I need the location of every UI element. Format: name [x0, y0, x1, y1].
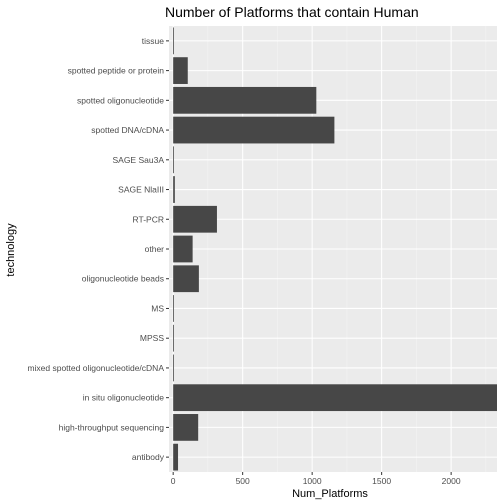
bar-in-situ-oligonucleotide: [173, 384, 497, 412]
x-tick-label: 500: [236, 476, 250, 486]
bar-mpss: [173, 324, 174, 352]
chart-title: Number of Platforms that contain Human: [165, 4, 419, 20]
bar-spotted-peptide-or-protein: [173, 57, 188, 84]
y-axis: antibody high-throughput sequencing in sit…: [27, 36, 169, 462]
bar-sage-sau3a: [173, 146, 174, 174]
y-tick-label: RT-PCR: [133, 214, 165, 224]
y-tick-label: high-throughput sequencing: [59, 422, 165, 432]
bar-high-throughput-sequencing: [173, 414, 199, 441]
y-tick-label: antibody: [132, 452, 165, 462]
y-tick-label: spotted DNA/cDNA: [91, 125, 164, 135]
y-tick-label: MPSS: [140, 333, 164, 343]
bar-other: [173, 235, 193, 263]
bar-tissue: [173, 27, 174, 55]
y-tick-label: tissue: [142, 36, 164, 46]
x-tick-label: 1000: [303, 476, 322, 486]
y-axis-title: technology: [5, 223, 17, 277]
y-tick-label: in situ oligonucleotide: [83, 393, 165, 403]
x-tick-label: 2000: [442, 476, 461, 486]
bar-spotted-dna-cdna: [173, 116, 335, 144]
y-tick-label: MS: [151, 303, 164, 313]
x-axis-title: Num_Platforms: [292, 488, 368, 500]
bar-rt-pcr: [173, 205, 217, 233]
x-tick-label: 0: [171, 476, 176, 486]
y-tick-label: oligonucleotide beads: [82, 274, 164, 284]
y-tick-label: SAGE Sau3A: [112, 155, 164, 165]
x-axis: 0 500 1000 1500 2000: [171, 472, 461, 486]
bar-antibody: [173, 443, 179, 471]
y-tick-label: SAGE NlaIII: [118, 185, 164, 195]
bar-spotted-oligonucleotide: [173, 86, 317, 114]
x-tick-label: 1500: [372, 476, 391, 486]
y-tick-label: spotted oligonucleotide: [77, 95, 164, 105]
bar-mixed-spotted-oligonucleotide-cdna: [173, 354, 174, 382]
bar-oligonucleotide-beads: [173, 265, 199, 293]
bar-sage-nlaiii: [173, 176, 175, 203]
y-tick-label: mixed spotted oligonucleotide/cDNA: [27, 363, 164, 373]
bar-ms: [173, 295, 174, 322]
y-tick-label: spotted peptide or protein: [68, 66, 165, 76]
bars: [173, 27, 497, 471]
y-tick-label: other: [145, 244, 165, 254]
